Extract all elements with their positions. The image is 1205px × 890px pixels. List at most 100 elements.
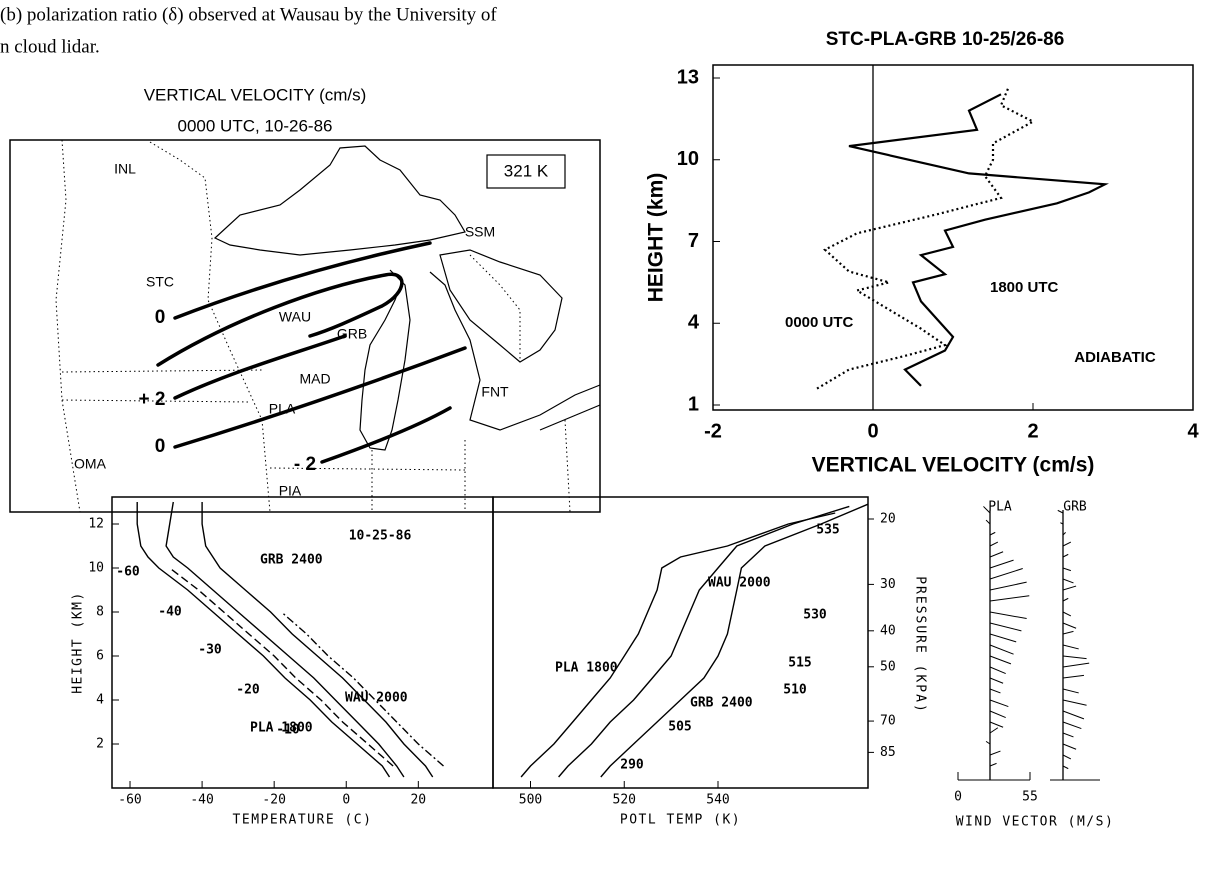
annotation: ADIABATIC	[1074, 349, 1156, 366]
y-axis-label: HEIGHT (KM)	[71, 591, 86, 694]
wind-vector	[1062, 644, 1079, 650]
station-label: STC	[146, 274, 174, 290]
x-tick-label: 0	[954, 790, 962, 805]
wind-vector	[989, 688, 1001, 694]
x-tick-label: 2	[1027, 420, 1038, 442]
wind-vector	[1062, 532, 1066, 536]
wind-vector	[983, 506, 991, 514]
station-label: GRB	[1063, 500, 1087, 515]
y-tick-label: 2	[96, 737, 104, 752]
contour-label: 0	[155, 436, 166, 457]
wind-vector	[985, 740, 991, 745]
wind-vector	[1062, 630, 1074, 635]
y-tick-label: 13	[677, 66, 699, 88]
wind-vector	[989, 644, 1014, 655]
x-tick-label: 4	[1187, 420, 1199, 442]
wind-vector	[989, 750, 1001, 756]
x-tick-label: 520	[613, 793, 636, 808]
annotation: -30	[198, 643, 222, 658]
profile-line	[600, 503, 869, 778]
profile-line	[520, 512, 836, 778]
y2-tick-label: 70	[880, 714, 896, 729]
isentrope-box	[486, 154, 566, 189]
series-label: GRB 2400	[260, 553, 323, 568]
annotation: 510	[783, 683, 807, 698]
wind-vector	[989, 666, 1006, 675]
contour-label: 0	[155, 307, 166, 328]
profile-line	[280, 611, 444, 767]
profile-line	[165, 501, 405, 778]
map-frame	[9, 139, 601, 513]
wind-vector	[989, 622, 1022, 632]
y-tick-label: 7	[688, 230, 699, 252]
contour-label: + 2	[139, 389, 166, 410]
x-tick-label: -2	[704, 420, 722, 442]
annotation: 530	[803, 608, 827, 623]
x-tick-label: 0	[342, 793, 350, 808]
wind-chart: 0 55 WIND VECTOR (M/S) PLA GRB	[954, 500, 1115, 830]
wind-vector	[1062, 567, 1072, 572]
caption-line: (b) polarization ratio (δ) observed at W…	[0, 4, 497, 25]
wind-vector	[1062, 541, 1072, 547]
y-tick-label: 8	[96, 605, 104, 620]
x-tick-label: 55	[1022, 790, 1038, 805]
station-label: OMA	[74, 456, 107, 472]
wind-vector	[989, 633, 1017, 643]
profile-chart: 500 520 540 20 30 40 50 70 85 PRESSURE (KPA) POTL …	[492, 496, 928, 828]
x-axis-label: VERTICAL VELOCITY (cm/s)	[812, 454, 1095, 477]
station-label: SSM	[465, 224, 495, 240]
charts: STC-PLA-GRB 10-25/26-86-2 0 2 41471013VERTI…	[71, 29, 1200, 829]
wind-vector	[1062, 674, 1085, 679]
station-label: PLA	[269, 401, 296, 417]
wind-vector	[989, 762, 997, 767]
annotation: 505	[668, 720, 691, 735]
plot-frame	[492, 496, 869, 789]
series-label: PLA 1800	[555, 661, 618, 676]
y-tick-label: 12	[88, 517, 104, 532]
profile-line	[136, 502, 391, 778]
station-label: PIA	[279, 483, 302, 499]
wind-vector	[1062, 710, 1085, 720]
wind-vector	[989, 727, 999, 734]
x-axis-label: WIND VECTOR (M/S)	[956, 815, 1115, 830]
wind-vector	[989, 699, 1009, 708]
y2-tick-label: 50	[880, 659, 896, 674]
x-tick-label: -40	[190, 793, 213, 808]
y2-axis-label: PRESSURE (KPA)	[913, 576, 928, 714]
wind-vector	[1062, 553, 1069, 558]
wind-vector	[1062, 662, 1090, 668]
y-tick-label: 6	[96, 649, 104, 664]
station-label: GRB	[337, 326, 367, 342]
annotation: 515	[788, 656, 811, 671]
map-subtitle: 0000 UTC, 10-26-86	[178, 116, 333, 135]
wind-vector	[1062, 699, 1087, 706]
annotation: 535	[816, 523, 839, 538]
x-tick-label: 500	[519, 793, 542, 808]
wind-vector	[989, 568, 1023, 580]
wind-vector	[989, 595, 1030, 602]
wind-vector	[989, 721, 1004, 728]
wind-vector	[989, 710, 1006, 719]
y2-tick-label: 85	[880, 745, 896, 760]
wind-vector	[989, 581, 1027, 591]
annotation: 290	[620, 758, 644, 773]
profile-line	[848, 93, 1109, 387]
chart-title: STC-PLA-GRB 10-25/26-86	[826, 29, 1065, 50]
y2-tick-label: 20	[880, 511, 896, 526]
y-tick-label: 10	[677, 148, 699, 170]
wind-vector	[989, 655, 1012, 665]
series-label: GRB 2400	[690, 696, 753, 711]
shorelines	[213, 145, 601, 451]
wind-vector	[989, 531, 996, 536]
wind-vector	[1062, 754, 1072, 760]
annotation: -10	[276, 723, 300, 738]
annotation: 10-25-86	[349, 529, 412, 544]
profile-chart: -60 -40 -20 0 20 2 4 6 8 10 12 TEMPERATURE (C) HEIGH…	[71, 496, 494, 828]
station-label: INL	[114, 161, 136, 177]
wind-vector	[1062, 585, 1077, 591]
wind-vector	[989, 541, 999, 547]
caption-line: n cloud lidar.	[0, 36, 100, 57]
x-tick-label: 540	[706, 793, 729, 808]
y-tick-label: 10	[88, 561, 104, 576]
wind-vector	[1062, 743, 1077, 750]
